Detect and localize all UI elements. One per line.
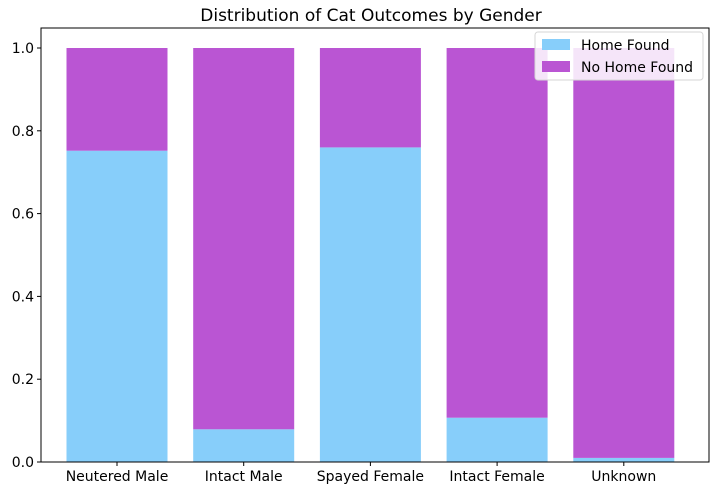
legend-box — [534, 31, 704, 81]
bar-home-found-neutered-male — [66, 150, 168, 462]
bar-no-home-found-neutered-male — [66, 48, 168, 151]
y-tick-label-0.2: 0.2 — [12, 372, 34, 388]
bar-home-found-intact-female — [446, 417, 548, 462]
y-tick-label-0.6: 0.6 — [12, 207, 34, 223]
y-tick-label-0.4: 0.4 — [12, 289, 34, 305]
x-axis: Neutered Male Intact Male Spayed Female Int… — [66, 462, 656, 485]
bar-no-home-found-intact-male — [193, 48, 295, 430]
plot-area-frame — [40, 27, 710, 463]
legend-label-home-found: Home Found — [581, 38, 670, 54]
x-tick-label-neutered-male: Neutered Male — [66, 469, 169, 485]
y-axis: 0.0 0.2 0.4 0.6 0.8 1.0 — [12, 41, 41, 471]
legend-swatch-home-found — [542, 39, 570, 50]
x-tick-label-intact-male: Intact Male — [205, 469, 283, 485]
y-tick-label-1.0: 1.0 — [12, 41, 34, 57]
x-tick-label-intact-female: Intact Female — [449, 469, 544, 485]
legend-swatch-no-home-found — [542, 61, 570, 72]
bar-home-found-unknown — [573, 457, 675, 462]
legend-label-no-home-found: No Home Found — [581, 60, 693, 76]
y-tick-label-0.8: 0.8 — [12, 124, 34, 140]
bar-home-found-intact-male — [193, 429, 295, 462]
chart-title: Distribution of Cat Outcomes by Gender — [200, 6, 541, 26]
bar-no-home-found-spayed-female — [319, 48, 421, 148]
bar-no-home-found-intact-female — [446, 48, 548, 418]
bar-no-home-found-unknown — [573, 48, 675, 458]
x-tick-label-spayed-female: Spayed Female — [317, 469, 424, 485]
y-tick-label-0.0: 0.0 — [12, 455, 34, 471]
legend: Home Found No Home Found — [534, 31, 704, 81]
x-tick-label-unknown: Unknown — [591, 469, 656, 485]
bar-home-found-spayed-female — [319, 147, 421, 462]
bars-group — [66, 48, 675, 462]
